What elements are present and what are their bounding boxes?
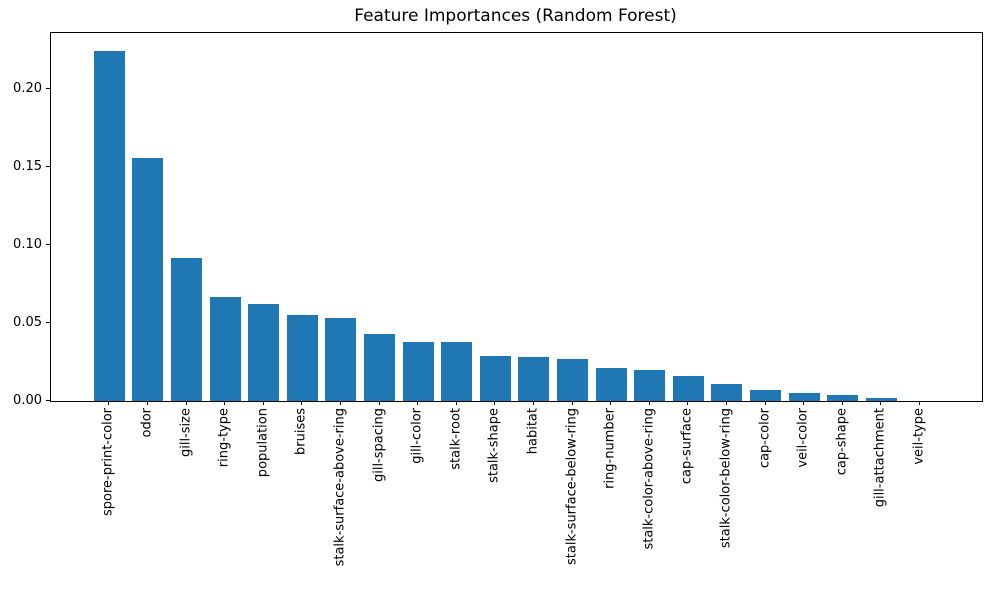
bar-bruises: [286, 315, 318, 401]
axes: [50, 32, 983, 402]
x-tick-mark: [918, 401, 920, 405]
x-tick-label: odor: [139, 408, 155, 438]
x-tick-label: ring-number: [602, 408, 618, 489]
x-tick-mark: [339, 401, 341, 405]
x-tick-label: habitat: [525, 408, 541, 455]
x-tick-mark: [301, 401, 303, 405]
x-tick-label: stalk-root: [448, 408, 464, 470]
bar-cap-surface: [672, 376, 704, 401]
x-tick-mark: [185, 401, 187, 405]
x-tick-mark: [803, 401, 805, 405]
bar-stalk-shape: [479, 355, 511, 401]
x-tick-label: spore-print-color: [100, 408, 116, 516]
x-tick-label: cap-surface: [679, 408, 695, 485]
x-tick-mark: [108, 401, 110, 405]
x-tick-mark: [571, 401, 573, 405]
bar-stalk-root: [441, 341, 473, 401]
x-tick-mark: [648, 401, 650, 405]
y-tick-mark: [46, 244, 50, 246]
x-tick-label: stalk-shape: [486, 408, 502, 483]
x-tick-label: stalk-surface-above-ring: [332, 408, 348, 567]
bar-cap-shape: [827, 394, 859, 401]
x-tick-label: cap-color: [757, 408, 772, 469]
bar-stalk-surface-below-ring: [557, 358, 588, 401]
bar-ring-number: [595, 368, 627, 401]
x-tick-label: stalk-surface-below-ring: [564, 408, 579, 565]
bar-gill-size: [171, 257, 202, 401]
bar-population: [248, 304, 280, 401]
x-tick-mark: [532, 401, 534, 405]
chart-title: Feature Importances (Random Forest): [354, 6, 677, 26]
y-tick-mark: [46, 166, 50, 168]
x-tick-label: gill-spacing: [371, 408, 386, 483]
x-tick-mark: [880, 401, 882, 405]
x-tick-label: bruises: [293, 408, 309, 455]
y-tick-mark: [46, 400, 50, 401]
bar-ring-type: [209, 296, 241, 401]
x-tick-mark: [764, 401, 766, 405]
x-tick-label: stalk-color-above-ring: [641, 408, 657, 550]
y-tick-label: 0.20: [13, 80, 42, 96]
bar-habitat: [518, 357, 550, 401]
x-tick-mark: [841, 401, 843, 405]
x-tick-label: population: [255, 408, 271, 478]
x-tick-mark: [262, 401, 264, 405]
x-tick-label: cap-shape: [834, 408, 850, 476]
x-tick-mark: [224, 401, 226, 405]
x-tick-mark: [455, 401, 457, 405]
y-tick-label: 0.10: [13, 236, 42, 252]
y-tick-label: 0.00: [13, 392, 42, 408]
bar-stalk-color-below-ring: [711, 383, 743, 401]
y-tick-mark: [46, 88, 50, 90]
x-tick-label: stalk-color-below-ring: [718, 408, 734, 549]
bar-gill-color: [402, 341, 434, 401]
bar-cap-color: [750, 390, 781, 401]
x-tick-mark: [417, 401, 419, 405]
bar-odor: [132, 158, 164, 401]
x-tick-mark: [687, 401, 689, 405]
x-tick-mark: [146, 401, 148, 405]
x-tick-mark: [725, 401, 727, 405]
y-tick-mark: [46, 322, 50, 324]
bar-gill-attachment: [865, 397, 897, 401]
x-tick-mark: [378, 401, 380, 405]
x-tick-label: ring-type: [216, 408, 232, 468]
bar-gill-spacing: [364, 334, 395, 401]
y-tick-label: 0.05: [13, 314, 42, 330]
bar-spore-print-color: [93, 50, 125, 401]
x-tick-label: veil-type: [911, 408, 927, 465]
x-tick-mark: [610, 401, 612, 405]
x-tick-label: gill-size: [178, 408, 193, 457]
x-tick-mark: [494, 401, 496, 405]
x-tick-label: gill-attachment: [872, 408, 888, 508]
x-tick-label: veil-color: [795, 408, 811, 468]
bar-stalk-surface-above-ring: [325, 318, 357, 401]
bar-veil-color: [788, 393, 820, 401]
x-tick-label: gill-color: [409, 408, 425, 464]
bar-stalk-color-above-ring: [634, 369, 666, 401]
y-tick-label: 0.15: [13, 158, 42, 174]
